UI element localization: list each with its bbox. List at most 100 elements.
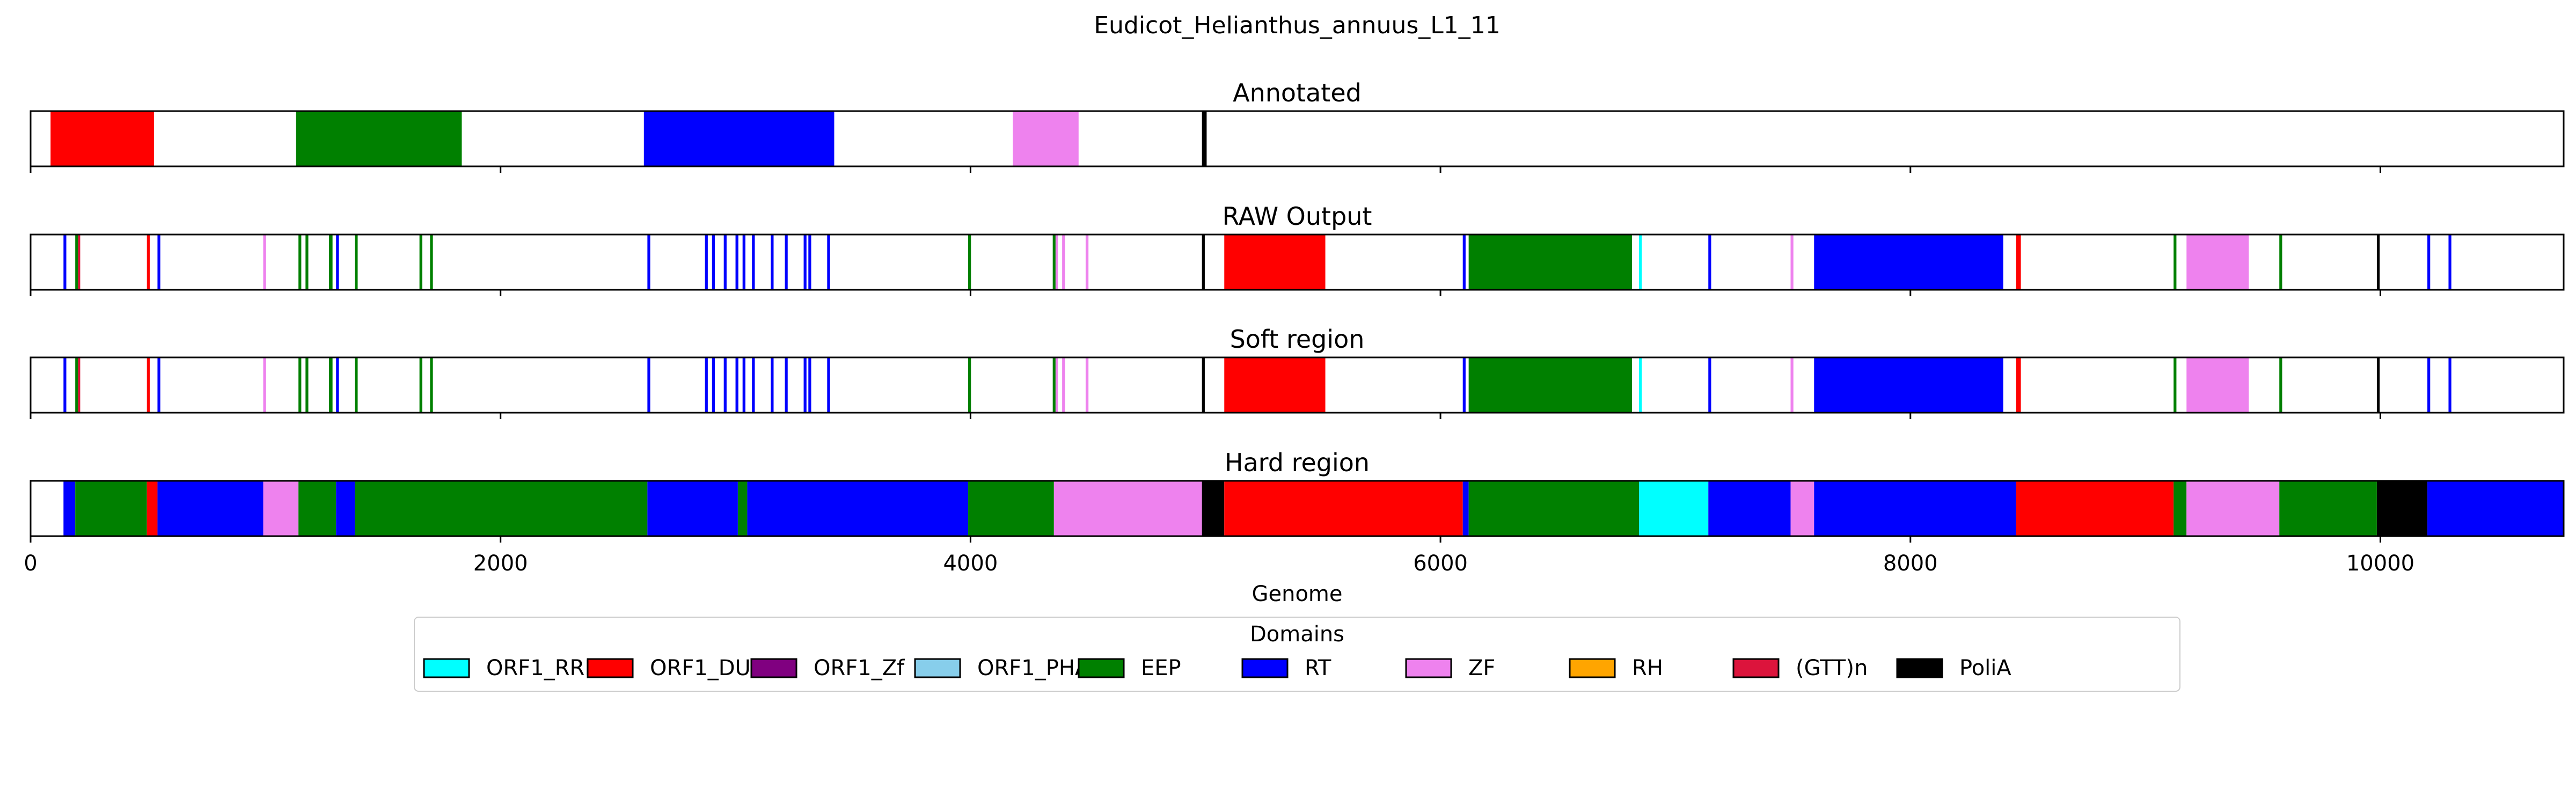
segment-rt [2427, 235, 2431, 290]
segment-rt [705, 357, 708, 413]
segment-zf [2186, 357, 2249, 413]
segment-rt [808, 357, 811, 413]
x-tick-label: 8000 [1883, 551, 1938, 576]
segment-eep [737, 481, 748, 536]
segment-zf [1013, 111, 1079, 166]
segment-polia [2376, 357, 2380, 413]
segment-rt [643, 111, 835, 166]
panel-frame [30, 110, 2565, 167]
segment-eep [968, 357, 971, 413]
segment-eep [296, 111, 462, 166]
segment-eep [1468, 481, 1640, 536]
panel-frame [30, 356, 2565, 414]
segment-orf1-rrm [1639, 235, 1642, 290]
segment-rt [712, 357, 715, 413]
segment-zf [1790, 357, 1794, 413]
legend-swatch [1732, 658, 1780, 678]
segment-rt [785, 357, 788, 413]
legend-item-orf1-pha: ORF1_PHA [914, 656, 1090, 680]
segment-rt [1814, 481, 2016, 536]
segment-rt [1708, 357, 1711, 413]
segment-eep [2279, 481, 2377, 536]
segment-eep [329, 235, 333, 290]
segment-rt [742, 235, 745, 290]
segment-orf1-duf [147, 357, 150, 413]
segment-orf1-duf [1224, 357, 1326, 413]
legend-swatch [1896, 658, 1943, 678]
segment-eep [75, 481, 147, 536]
segment-eep [430, 235, 433, 290]
segment-zf [2186, 235, 2249, 290]
legend-label: RH [1632, 656, 1663, 680]
segment-zf [1085, 235, 1089, 290]
legend-swatch [1405, 658, 1452, 678]
segment-rt [1462, 235, 1466, 290]
legend-item-orf1-zf: ORF1_Zf [750, 656, 905, 680]
segment-polia [2376, 235, 2380, 290]
segment-rt [336, 357, 339, 413]
panel-hard-region: Hard region [30, 448, 2565, 543]
segment-rt [705, 235, 708, 290]
segment-rt [735, 357, 738, 413]
segment-zf [1790, 235, 1794, 290]
segment-rt [63, 357, 67, 413]
segment-rt [723, 357, 727, 413]
segment-eep [2174, 235, 2177, 290]
segment-rt [336, 235, 339, 290]
segment-eep [2174, 357, 2177, 413]
segment-eep [968, 481, 1054, 536]
segment-eep [2279, 235, 2282, 290]
legend-item-zf: ZF [1405, 656, 1495, 680]
x-tick-label: 10000 [2346, 551, 2414, 576]
legend-label: RT [1305, 656, 1331, 680]
legend-swatch [587, 658, 634, 678]
segment-rt [712, 235, 715, 290]
segment-eep [1468, 357, 1632, 413]
panel-frame [30, 480, 2565, 537]
panel-title: Hard region [1225, 448, 1370, 477]
legend-item-rt: RT [1241, 656, 1331, 680]
segment-eep [355, 481, 648, 536]
segment-eep [305, 357, 309, 413]
segment-eep [419, 357, 422, 413]
segment-eep [355, 357, 358, 413]
x-tick-label: 2000 [473, 551, 528, 576]
legend-swatch [1241, 658, 1289, 678]
legend-swatch [1569, 658, 1616, 678]
legend-label: ORF1_Zf [814, 656, 905, 680]
segment-rt [752, 357, 755, 413]
segment-orf1-duf [1224, 235, 1326, 290]
segment-rt [803, 357, 807, 413]
panel-raw-output: RAW Output [30, 202, 2565, 296]
x-axis: 0 2000 4000 6000 8000 10000 [24, 551, 2414, 576]
legend-label: ZF [1468, 656, 1495, 680]
segment-rt [336, 481, 355, 536]
segment-rt [1708, 481, 1791, 536]
legend: Domains ORF1_RRM ORF1_DUF ORF1_Zf ORF1_PHA E… [414, 617, 2180, 692]
segment-rt [752, 235, 755, 290]
segment-eep [2279, 357, 2282, 413]
segment-rt [747, 481, 969, 536]
segment-orf1-duf [2016, 357, 2021, 413]
legend-item-orf1-duf: ORF1_DUF [587, 656, 763, 680]
segment-rt [771, 235, 774, 290]
segment-rt [808, 235, 811, 290]
segment-orf1-rrm [1639, 481, 1709, 536]
segment-eep [968, 235, 971, 290]
legend-swatch [1078, 658, 1125, 678]
segment-eep [75, 357, 78, 413]
segment-zf [1062, 357, 1065, 413]
x-axis-label: Genome [1252, 582, 1342, 606]
segment-orf1-duf [50, 111, 154, 166]
segment-rt [785, 235, 788, 290]
segment-rt [157, 235, 160, 290]
segment-eep [298, 357, 302, 413]
legend-label: PoliA [1959, 656, 2011, 680]
segment-eep [419, 235, 422, 290]
legend-item-polia: PoliA [1896, 656, 2011, 680]
segment-rt [63, 481, 76, 536]
track-panels: Annotated RAW Output Soft region Hard regio… [30, 78, 2565, 543]
x-tick-label: 6000 [1413, 551, 1468, 576]
segment-polia [1202, 357, 1205, 413]
